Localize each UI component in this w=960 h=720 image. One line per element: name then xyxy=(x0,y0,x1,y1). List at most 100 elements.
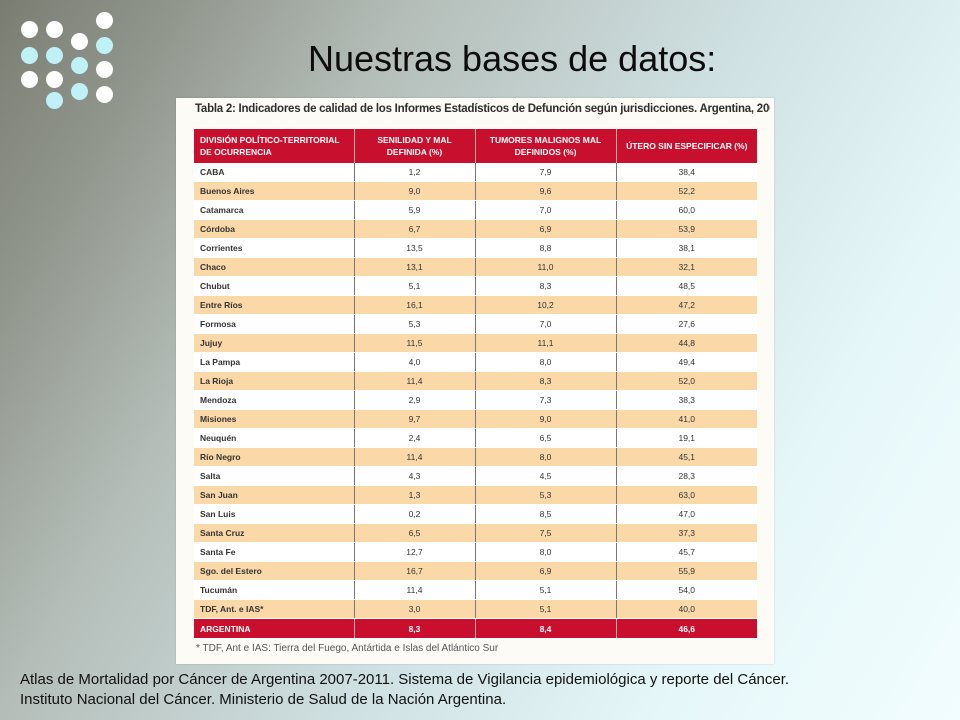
table-row: La Pampa 4,0 8,0 49,4 xyxy=(194,352,757,372)
value-cell: 6,5 xyxy=(475,428,617,448)
value-cell: 10,2 xyxy=(475,295,617,315)
value-cell: 0,2 xyxy=(354,504,476,524)
value-cell: 9,6 xyxy=(475,181,617,201)
value-cell: 54,0 xyxy=(616,580,757,600)
table-row: San Juan 1,3 5,3 63,0 xyxy=(194,485,757,505)
table-row: Chaco 13,1 11,0 32,1 xyxy=(194,257,757,277)
value-cell: 53,9 xyxy=(616,219,757,239)
value-cell: 27,6 xyxy=(616,314,757,334)
table-row: Corrientes 13,5 8,8 38,1 xyxy=(194,238,757,258)
value-cell: 9,0 xyxy=(475,409,617,429)
value-cell: 19,1 xyxy=(616,428,757,448)
value-cell: 63,0 xyxy=(616,485,757,505)
dot-icon xyxy=(96,37,113,54)
value-cell: 11,4 xyxy=(354,580,476,600)
value-cell: 2,9 xyxy=(354,390,476,410)
table-row: Salta 4,3 4,5 28,3 xyxy=(194,466,757,486)
data-table-container: DIVISIÓN POLÍTICO-TERRITORIAL DE OCURREN… xyxy=(194,129,757,639)
jurisdiction-cell: Entre Ríos xyxy=(194,295,355,315)
source-citation: Atlas de Mortalidad por Cáncer de Argent… xyxy=(20,670,950,710)
dot-icon xyxy=(96,12,113,29)
value-cell: 4,5 xyxy=(475,466,617,486)
jurisdiction-cell: Formosa xyxy=(194,314,355,334)
value-cell: 7,0 xyxy=(475,200,617,220)
value-cell: 38,4 xyxy=(616,163,757,182)
column-header-utero: ÚTERO SIN ESPECIFICAR (%) xyxy=(616,129,757,163)
column-header-division: DIVISIÓN POLÍTICO-TERRITORIAL DE OCURREN… xyxy=(194,129,355,163)
value-cell: 60,0 xyxy=(616,200,757,220)
value-cell: 7,0 xyxy=(475,314,617,334)
value-cell: 13,1 xyxy=(354,257,476,277)
table-row: Santa Cruz 6,5 7,5 37,3 xyxy=(194,523,757,543)
table-row: San Luis 0,2 8,5 47,0 xyxy=(194,504,757,524)
table-row: Catamarca 5,9 7,0 60,0 xyxy=(194,200,757,220)
dot-icon xyxy=(71,83,88,100)
jurisdiction-cell: Neuquén xyxy=(194,428,355,448)
table-body: CABA 1,2 7,9 38,4 Buenos Aires 9,0 9,6 52,2 Cata… xyxy=(194,163,757,639)
jurisdiction-cell: Tucumán xyxy=(194,580,355,600)
data-table: DIVISIÓN POLÍTICO-TERRITORIAL DE OCURREN… xyxy=(194,129,757,639)
value-cell: 7,9 xyxy=(475,163,617,182)
value-cell: 4,0 xyxy=(354,352,476,372)
value-cell: 16,1 xyxy=(354,295,476,315)
value-cell: 49,4 xyxy=(616,352,757,372)
value-cell: 9,7 xyxy=(354,409,476,429)
table-row: Santa Fe 12,7 8,0 45,7 xyxy=(194,542,757,562)
jurisdiction-cell: Salta xyxy=(194,466,355,486)
source-line-2: Instituto Nacional del Cáncer. Ministeri… xyxy=(20,691,507,708)
table-row: Sgo. del Estero 16,7 6,9 55,9 xyxy=(194,561,757,581)
dot-icon xyxy=(96,86,113,103)
value-cell: 12,7 xyxy=(354,542,476,562)
value-cell: 47,2 xyxy=(616,295,757,315)
value-cell: 11,0 xyxy=(475,257,617,277)
value-cell: 6,7 xyxy=(354,219,476,239)
value-cell: 7,3 xyxy=(475,390,617,410)
value-cell: 11,4 xyxy=(354,447,476,467)
value-cell: 1,2 xyxy=(354,163,476,182)
value-cell: 5,1 xyxy=(354,276,476,296)
jurisdiction-cell: La Pampa xyxy=(194,352,355,372)
source-line-1: Atlas de Mortalidad por Cáncer de Argent… xyxy=(20,671,790,688)
value-cell: 11,4 xyxy=(354,371,476,391)
value-cell: 7,5 xyxy=(475,523,617,543)
value-cell: 6,9 xyxy=(475,561,617,581)
jurisdiction-cell: Corrientes xyxy=(194,238,355,258)
jurisdiction-cell: Buenos Aires xyxy=(194,181,355,201)
table-row: Mendoza 2,9 7,3 38,3 xyxy=(194,390,757,410)
jurisdiction-cell: Jujuy xyxy=(194,333,355,353)
jurisdiction-cell: Mendoza xyxy=(194,390,355,410)
value-cell: 5,9 xyxy=(354,200,476,220)
jurisdiction-cell: Río Negro xyxy=(194,447,355,467)
dot-icon xyxy=(96,61,113,78)
value-cell: 5,3 xyxy=(354,314,476,334)
jurisdiction-cell: CABA xyxy=(194,163,355,182)
table-image-panel: Tabla 2: Indicadores de calidad de los I… xyxy=(176,98,774,664)
value-cell: 8,8 xyxy=(475,238,617,258)
value-cell: 3,0 xyxy=(354,599,476,619)
value-cell: 32,1 xyxy=(616,257,757,277)
value-cell: 8,0 xyxy=(475,542,617,562)
table-row: Córdoba 6,7 6,9 53,9 xyxy=(194,219,757,239)
table-row: Neuquén 2,4 6,5 19,1 xyxy=(194,428,757,448)
value-cell: 46,6 xyxy=(616,618,757,639)
jurisdiction-cell: La Rioja xyxy=(194,371,355,391)
value-cell: 28,3 xyxy=(616,466,757,486)
table-row: Jujuy 11,5 11,1 44,8 xyxy=(194,333,757,353)
value-cell: 48,5 xyxy=(616,276,757,296)
value-cell: 9,0 xyxy=(354,181,476,201)
value-cell: 11,5 xyxy=(354,333,476,353)
value-cell: 47,0 xyxy=(616,504,757,524)
value-cell: 5,1 xyxy=(475,599,617,619)
jurisdiction-cell: Catamarca xyxy=(194,200,355,220)
table-total-row: ARGENTINA 8,3 8,4 46,6 xyxy=(194,618,757,639)
value-cell: 16,7 xyxy=(354,561,476,581)
value-cell: 4,3 xyxy=(354,466,476,486)
value-cell: 8,0 xyxy=(475,447,617,467)
jurisdiction-cell: Santa Fe xyxy=(194,542,355,562)
jurisdiction-cell: San Luis xyxy=(194,504,355,524)
jurisdiction-cell: TDF, Ant. e IAS* xyxy=(194,599,355,619)
table-row: Chubut 5,1 8,3 48,5 xyxy=(194,276,757,296)
value-cell: 13,5 xyxy=(354,238,476,258)
dot-icon xyxy=(21,71,38,88)
dot-icon xyxy=(46,92,63,109)
